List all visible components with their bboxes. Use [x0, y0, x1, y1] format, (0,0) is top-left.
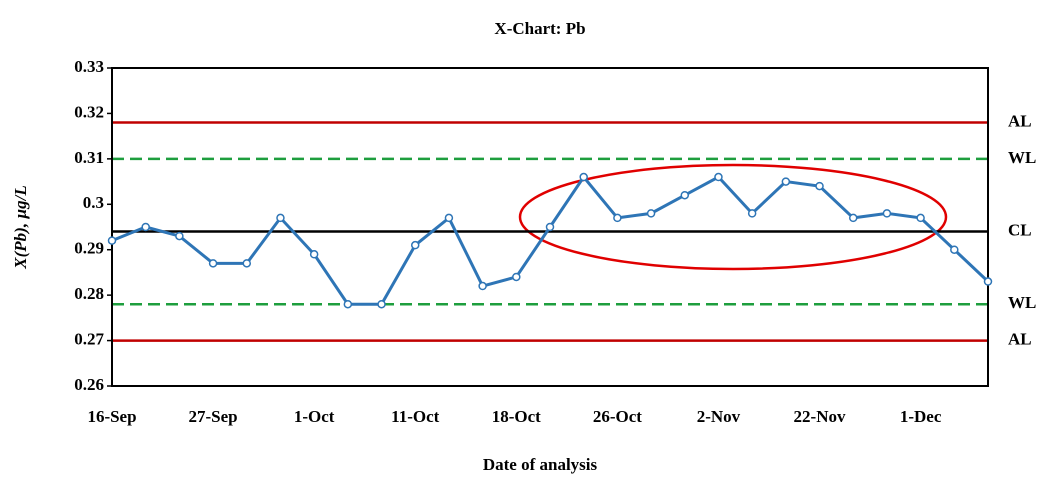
point-marker — [950, 245, 959, 254]
y-tick-label: 0.3 — [83, 193, 104, 212]
x-tick-label: 11-Oct — [391, 407, 439, 426]
limit-label: CL — [1008, 220, 1032, 239]
y-tick-label: 0.29 — [74, 239, 104, 258]
y-tick-label: 0.33 — [74, 57, 104, 76]
series-line — [111, 174, 990, 306]
point-marker — [410, 240, 420, 250]
point-marker — [545, 222, 555, 232]
point-marker — [107, 236, 117, 245]
point-marker — [815, 181, 824, 191]
x-tick-label: 18-Oct — [492, 407, 541, 426]
x-tick-label: 27-Sep — [189, 407, 238, 426]
y-tick-label: 0.26 — [74, 375, 104, 394]
highlight-ellipse — [518, 163, 948, 271]
point-marker — [613, 213, 622, 223]
limit-label: WL — [1008, 293, 1036, 312]
plot-frame — [111, 67, 989, 387]
y-tick-label: 0.32 — [74, 102, 104, 121]
point-marker — [714, 172, 723, 182]
x-tick-label: 26-Oct — [593, 407, 642, 426]
point-marker — [646, 209, 656, 218]
point-marker — [377, 299, 386, 309]
y-tick-label: 0.28 — [74, 284, 104, 303]
chart-title: X-Chart: Pb — [494, 19, 585, 38]
point-marker — [983, 277, 993, 286]
limit-label: WL — [1008, 148, 1036, 167]
point-marker — [343, 299, 353, 309]
point-marker — [848, 213, 858, 223]
point-marker — [444, 213, 454, 223]
point-marker — [882, 209, 892, 218]
point-marker — [242, 259, 252, 268]
point-marker — [175, 231, 184, 241]
point-marker — [478, 281, 487, 291]
y-axis-label: X(Pb), µg/L — [11, 185, 30, 269]
point-marker — [276, 213, 285, 223]
point-marker — [512, 272, 521, 282]
limit-label: AL — [1008, 111, 1032, 130]
y-tick-label: 0.31 — [74, 148, 104, 167]
point-marker — [579, 172, 588, 182]
point-marker — [680, 190, 690, 200]
x-tick-label: 22-Nov — [794, 407, 846, 426]
x-tick-label: 16-Sep — [87, 407, 136, 426]
y-tick-label: 0.27 — [74, 329, 104, 348]
point-marker — [208, 259, 218, 268]
limit-label: AL — [1008, 329, 1032, 348]
x-tick-label: 1-Oct — [294, 407, 335, 426]
point-marker — [141, 222, 150, 232]
point-marker — [747, 209, 757, 218]
point-marker — [781, 177, 791, 186]
x-tick-label: 2-Nov — [697, 407, 741, 426]
point-marker — [916, 213, 925, 223]
point-marker — [309, 250, 319, 259]
x-tick-label: 1-Dec — [900, 407, 942, 426]
x-axis-label: Date of analysis — [483, 455, 598, 474]
